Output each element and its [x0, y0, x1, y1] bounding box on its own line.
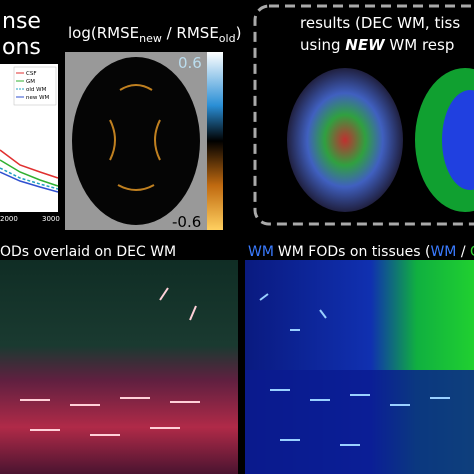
title-line: ons: [2, 35, 41, 60]
legend-label: old WM: [26, 87, 47, 93]
legend-label: GM: [26, 79, 35, 85]
text-part: WM FODs on tissues (: [278, 244, 431, 260]
panel-title: log(RMSEnew / RMSEold): [68, 24, 241, 45]
title-part: / RMSE: [162, 24, 219, 42]
colorbar-label: -0.6: [172, 213, 201, 231]
panel-c: results (DEC WM, tiss using NEW WM resp: [253, 4, 474, 226]
legend-label: new WM: [26, 95, 50, 101]
title-line: nse: [2, 9, 41, 34]
text-part: WM: [248, 244, 274, 260]
title-part: new: [139, 32, 162, 45]
title-bg: [245, 240, 474, 260]
text-part: WM: [430, 244, 456, 260]
curve: [0, 159, 59, 187]
dec-brain: [287, 68, 403, 212]
brain-map: [72, 57, 200, 225]
title-bg: [0, 240, 238, 260]
fod-glyphs: [20, 287, 200, 436]
panel-title: ODs overlaid on DEC WM: [0, 244, 176, 260]
curve: [0, 171, 59, 193]
text-part: using: [300, 36, 345, 54]
text-part: /: [456, 244, 470, 260]
legend: [13, 66, 57, 106]
fod-image: [0, 240, 238, 474]
tissue-wm: [442, 90, 474, 190]
dashed-box: [253, 4, 474, 226]
map-detail: [109, 84, 161, 191]
title-part: ): [236, 24, 242, 42]
fod-glyphs: [259, 293, 450, 446]
panel-d: ODs overlaid on DEC WM: [0, 240, 238, 474]
title-part: log(RMSE: [68, 24, 139, 42]
curve: [0, 149, 59, 179]
text-part: NEW: [345, 36, 386, 54]
x-tick-label: 3000: [42, 215, 60, 223]
text-part: G: [470, 244, 474, 260]
curve: [0, 167, 59, 190]
wm-region: [245, 370, 474, 474]
panel-a: nse ons CSF GM old WM new WM 2000 3000: [0, 9, 60, 223]
panel-text: results (DEC WM, tiss: [300, 14, 460, 32]
colorbar: [207, 52, 223, 230]
colorbar-label: 0.6: [178, 54, 202, 72]
panel-text: using NEW WM resp: [300, 36, 454, 54]
legend-label: CSF: [26, 71, 37, 77]
text-part: WM resp: [385, 36, 455, 54]
x-tick-label: 2000: [0, 215, 18, 223]
title-part: old: [219, 32, 236, 45]
panel-b: log(RMSEnew / RMSEold) 0.6 -0.6: [65, 24, 241, 231]
